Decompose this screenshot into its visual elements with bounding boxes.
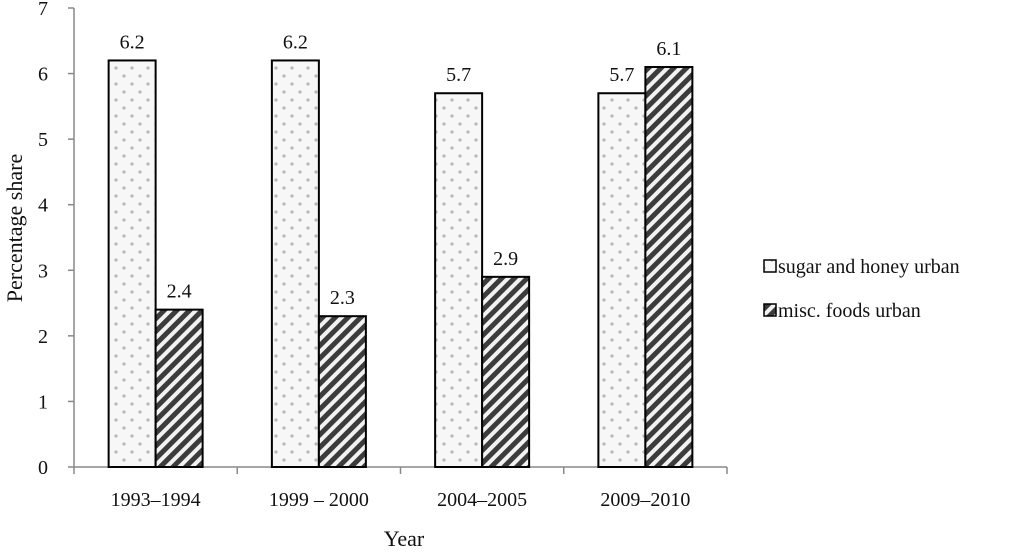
data-label: 5.7 [609,64,634,86]
bar-sugar-and-honey [107,59,157,468]
legend-item-sugar-and-honey: sugar and honey urban [763,256,960,278]
y-tick-label: 3 [38,260,48,282]
y-tick-label: 7 [38,0,48,20]
y-tick-label: 6 [38,64,48,86]
legend: sugar and honey urban misc. foods urban [763,256,960,322]
legend-item-misc-foods: misc. foods urban [763,300,921,322]
bar-misc-foods [154,308,204,468]
y-tick-label: 0 [38,457,48,479]
y-tick-label: 2 [38,326,48,348]
x-tick-label: 1993–1994 [111,489,201,511]
data-label: 6.2 [283,31,308,53]
y-axis: 0 1 2 3 4 5 6 7 [38,0,75,479]
y-axis-title: Percentage share [2,154,27,302]
y-tick-label: 4 [38,195,48,217]
legend-swatch-dots [763,259,777,273]
bar-sugar-and-honey [597,92,647,468]
bar-misc-foods [481,275,531,469]
x-axis-title: Year [384,526,425,551]
legend-label-misc-foods: misc. foods urban [778,300,921,322]
legend-label-sugar-and-honey: sugar and honey urban [778,256,960,278]
legend-swatch-hatch [763,303,777,317]
y-tick-label: 1 [38,391,48,413]
data-label: 6.1 [656,38,681,60]
x-axis: 1993–1994 1999 – 2000 2004–2005 2009–2010 [73,466,728,511]
data-label: 2.4 [167,281,192,303]
data-label: 2.9 [493,248,518,270]
bar-sugar-and-honey [270,59,320,468]
data-label: 5.7 [446,64,471,86]
data-labels: 6.2 6.2 5.7 5.7 2.4 2.3 2.9 6.1 [120,31,682,309]
bars [107,59,694,469]
data-label: 2.3 [330,287,355,309]
bar-misc-foods [317,315,367,468]
bar-misc-foods [644,66,694,468]
y-tick-label: 5 [38,129,48,151]
data-label: 6.2 [120,31,145,53]
x-tick-label: 2009–2010 [600,489,690,511]
x-tick-label: 1999 – 2000 [269,489,369,511]
bar-sugar-and-honey [434,92,484,468]
x-tick-label: 2004–2005 [437,489,527,511]
